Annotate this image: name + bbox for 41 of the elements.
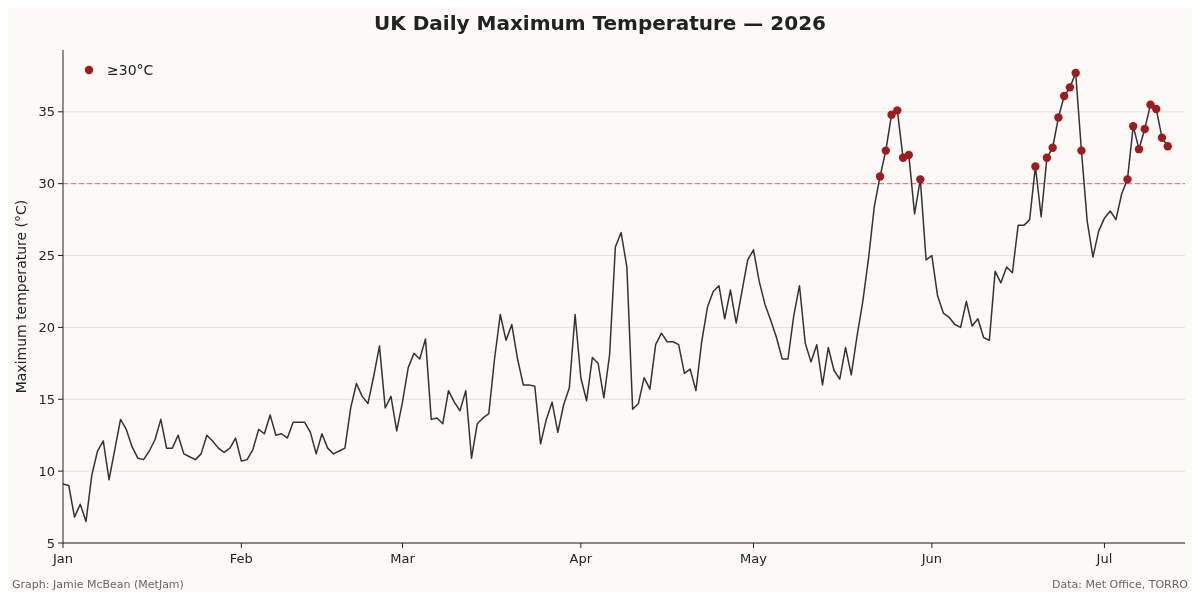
x-tick-label: May xyxy=(740,551,768,566)
x-tick-label: Jun xyxy=(920,551,942,566)
y-tick-label: 30 xyxy=(38,176,55,192)
point xyxy=(1071,68,1080,78)
text: Data: Met Office, TORRO xyxy=(1052,578,1189,591)
x-tick-label: Jan xyxy=(51,551,74,566)
point xyxy=(1129,121,1138,131)
y-tick-label: 35 xyxy=(38,104,55,120)
point xyxy=(1054,113,1063,122)
y-tick-label: 25 xyxy=(38,248,55,264)
y-tick-label: 20 xyxy=(38,319,55,335)
y-tick-label: 15 xyxy=(38,391,55,407)
point xyxy=(904,150,914,160)
point xyxy=(916,175,925,184)
y-axis-title: Maximum temperature (°C) xyxy=(13,199,29,394)
point xyxy=(1152,104,1161,114)
point xyxy=(1077,146,1086,155)
point xyxy=(1031,162,1040,171)
x-tick-label: Apr xyxy=(569,551,593,566)
point xyxy=(887,110,896,119)
point xyxy=(1042,153,1052,162)
point xyxy=(1146,100,1155,109)
point xyxy=(1123,175,1132,184)
point xyxy=(893,106,902,115)
point xyxy=(1065,83,1075,92)
x-tick-label: Feb xyxy=(229,551,253,566)
x-tick-label: Jul xyxy=(1095,551,1113,566)
y-tick-label: 10 xyxy=(38,463,55,479)
chart-title: UK Daily Maximum Temperature — 2026 xyxy=(374,11,826,35)
point xyxy=(881,146,890,155)
text: Graph: Jamie McBean (MetJam) xyxy=(12,578,184,591)
y-tick-label: 5 xyxy=(46,535,55,551)
x-tick-label: Mar xyxy=(390,551,416,566)
point xyxy=(1059,91,1069,101)
point xyxy=(875,172,885,181)
point xyxy=(1163,142,1172,151)
point xyxy=(1140,124,1149,134)
point xyxy=(1134,144,1144,154)
point xyxy=(1048,143,1057,152)
legend-label: ≥30°C xyxy=(107,61,154,78)
point xyxy=(1157,133,1167,142)
